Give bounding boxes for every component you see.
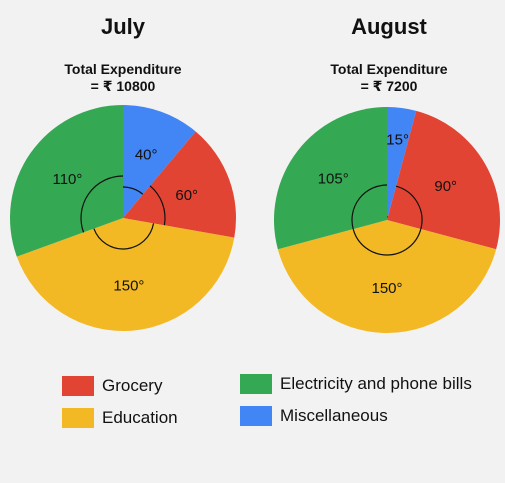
august-angle-arc-electricity [351,184,388,230]
july-slice-grocery [123,131,236,238]
august-title: August [351,14,427,39]
august-label-miscellaneous: 15° [386,131,409,148]
legend-electricity: Electricity and phone bills [240,374,472,394]
august-slice-education [277,220,497,334]
july-total: = ₹ 10800 [90,78,156,94]
legend-label-miscellaneous: Miscellaneous [280,406,388,425]
july-angle-arc-education [93,223,155,250]
july-title: July [100,14,146,39]
july-subtitle: Total Expenditure [64,61,182,77]
legend-grocery: Grocery [62,376,162,396]
august-slice-electricity [273,107,387,250]
july-slice-electricity [9,105,123,257]
july-label-miscellaneous: 40° [135,146,158,163]
august-angle-arc-grocery [395,185,423,230]
august-slice-grocery [387,110,501,250]
august-label-electricity: 105° [318,171,349,188]
july-slice-miscellaneous [123,105,196,218]
legend-label-electricity: Electricity and phone bills [280,374,472,393]
legend-education: Education [62,408,178,428]
august-total: = ₹ 7200 [360,78,418,94]
july-label-education: 150° [113,278,144,295]
legend-label-grocery: Grocery [102,376,163,395]
legend-swatch-miscellaneous [240,406,272,426]
july-angle-arc-grocery [149,185,166,226]
august-subtitle: Total Expenditure [330,61,448,77]
legend-label-education: Education [102,408,178,427]
july-label-grocery: 60° [175,187,198,204]
august-label-grocery: 90° [434,178,457,195]
august-angle-arc-education [352,228,422,256]
july-angle-arc-miscellaneous [122,186,144,195]
july-label-electricity: 110° [52,171,82,188]
august-slice-miscellaneous [387,106,417,220]
july-angle-arc-electricity [80,175,124,233]
july-slice-education [16,218,235,332]
august-label-education: 150° [371,280,402,297]
legend-swatch-education [62,408,94,428]
legend-swatch-grocery [62,376,94,396]
legend-swatch-electricity [240,374,272,394]
legend-miscellaneous: Miscellaneous [240,406,388,426]
